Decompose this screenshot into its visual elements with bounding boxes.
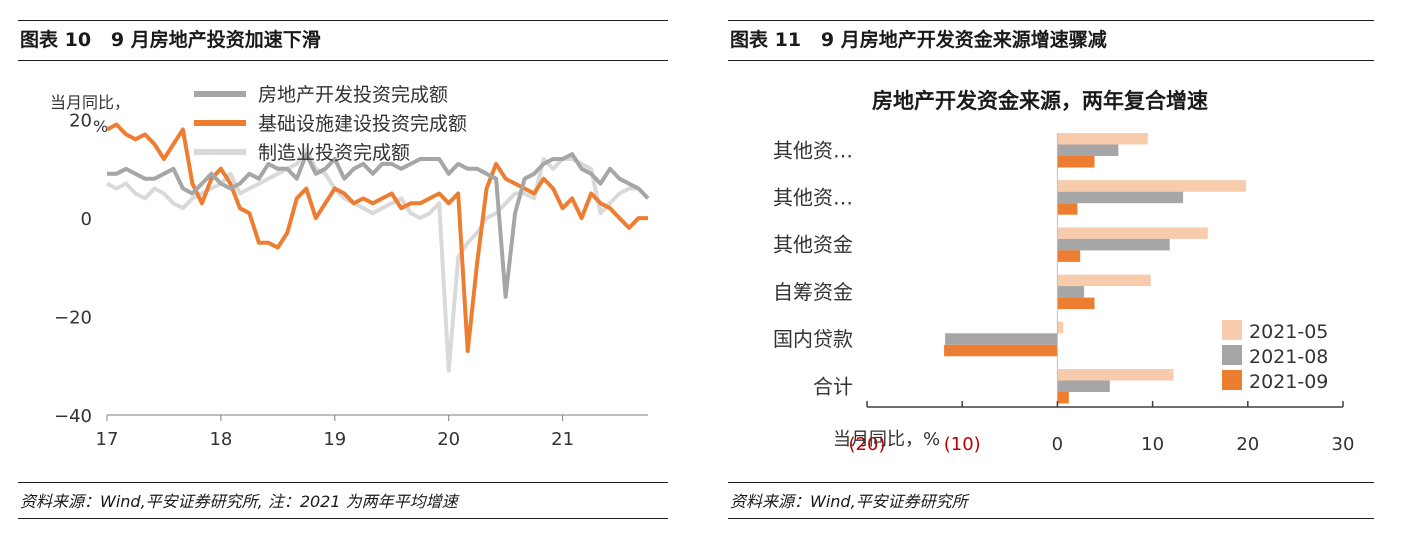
y-tick-label: −20 [54, 308, 92, 329]
x-tick-label: 20 [437, 429, 460, 450]
bar [1057, 156, 1095, 168]
bar [1057, 369, 1174, 381]
figure-title: 图表 10 9 月房地产投资加速下滑 [20, 29, 321, 51]
legend-swatch [1222, 345, 1242, 365]
bar [945, 333, 1058, 345]
x-tick-label: 17 [96, 429, 119, 450]
bar [1057, 286, 1085, 298]
source-note: 资料来源：Wind,平安证券研究所, 注：2021 为两年平均增速 [20, 492, 458, 511]
category-label: 其他资… [773, 138, 853, 162]
figure-10-panel: 图表 10 9 月房地产投资加速下滑 当月同比，% 17 18 19 20 21 20 0 −2… [0, 0, 700, 540]
legend-label: 2021-09 [1249, 371, 1328, 393]
bar [1057, 297, 1095, 310]
x-tick-label: 10 [1141, 434, 1164, 455]
bar [1057, 380, 1110, 392]
chart-title: 房地产开发资金来源，两年复合增速 [872, 89, 1208, 113]
line-chart: 当月同比，% 17 18 19 20 21 20 0 −20 −40 房地产开发投资完成额基础设施建… [50, 84, 650, 450]
x-tick-label: 18 [209, 429, 232, 450]
top-rule [18, 20, 668, 21]
figure-title: 图表 11 9 月房地产开发资金来源增速骤减 [730, 29, 1107, 51]
bar [944, 344, 1058, 357]
bar [1057, 392, 1069, 404]
bar [1057, 250, 1081, 262]
y-tick-label: 20 [69, 111, 92, 132]
source-note: 资料来源：Wind,平安证券研究所 [730, 492, 968, 511]
title-rule [18, 60, 668, 61]
source-top-rule [728, 482, 1374, 483]
x-axis-label: 当月同比，% [833, 429, 940, 450]
legend-label: 制造业投资完成额 [258, 142, 410, 164]
x-tick-label: 20 [1236, 434, 1259, 455]
bar [1057, 203, 1078, 215]
series-line [106, 147, 650, 373]
y-axis-unit: % [93, 117, 108, 136]
legend-label: 2021-08 [1249, 346, 1328, 368]
x-tick-label: (20) [849, 434, 886, 455]
x-tick-label: (10) [944, 434, 981, 455]
category-label: 其他资… [773, 185, 853, 209]
legend-label: 基础设施建设投资完成额 [258, 113, 467, 135]
category-label: 其他资金 [773, 233, 853, 257]
top-rule [728, 20, 1374, 21]
bar [1057, 144, 1119, 156]
legend-label: 2021-05 [1249, 321, 1328, 343]
category-label: 国内贷款 [773, 327, 853, 351]
x-tick-label: 19 [323, 429, 346, 450]
title-rule [728, 60, 1374, 61]
bar [1057, 238, 1170, 251]
category-label: 自筹资金 [773, 280, 853, 304]
legend-label: 房地产开发投资完成额 [258, 84, 448, 106]
legend-swatch [1222, 320, 1242, 340]
bar [1057, 321, 1064, 334]
category-label: 合计 [813, 374, 853, 398]
bar [1057, 227, 1208, 239]
series-line [107, 152, 650, 299]
x-tick-label: 30 [1332, 434, 1355, 455]
y-tick-label: 0 [81, 209, 92, 230]
y-axis-label: 当月同比， [50, 93, 130, 112]
bar [1057, 133, 1148, 145]
y-tick-label: −40 [54, 406, 92, 427]
bar [1057, 180, 1246, 192]
bottom-rule [18, 518, 668, 519]
figure-11-panel: 图表 11 9 月房地产开发资金来源增速骤减 房地产开发资金来源，两年复合增速其… [700, 0, 1402, 540]
source-top-rule [18, 482, 668, 483]
x-tick-label: 0 [1052, 434, 1063, 455]
x-tick-label: 21 [551, 429, 574, 450]
bar [1057, 274, 1151, 287]
bar [1057, 191, 1184, 204]
series-line [106, 122, 648, 353]
legend-swatch [1222, 370, 1242, 390]
bottom-rule [728, 518, 1374, 519]
